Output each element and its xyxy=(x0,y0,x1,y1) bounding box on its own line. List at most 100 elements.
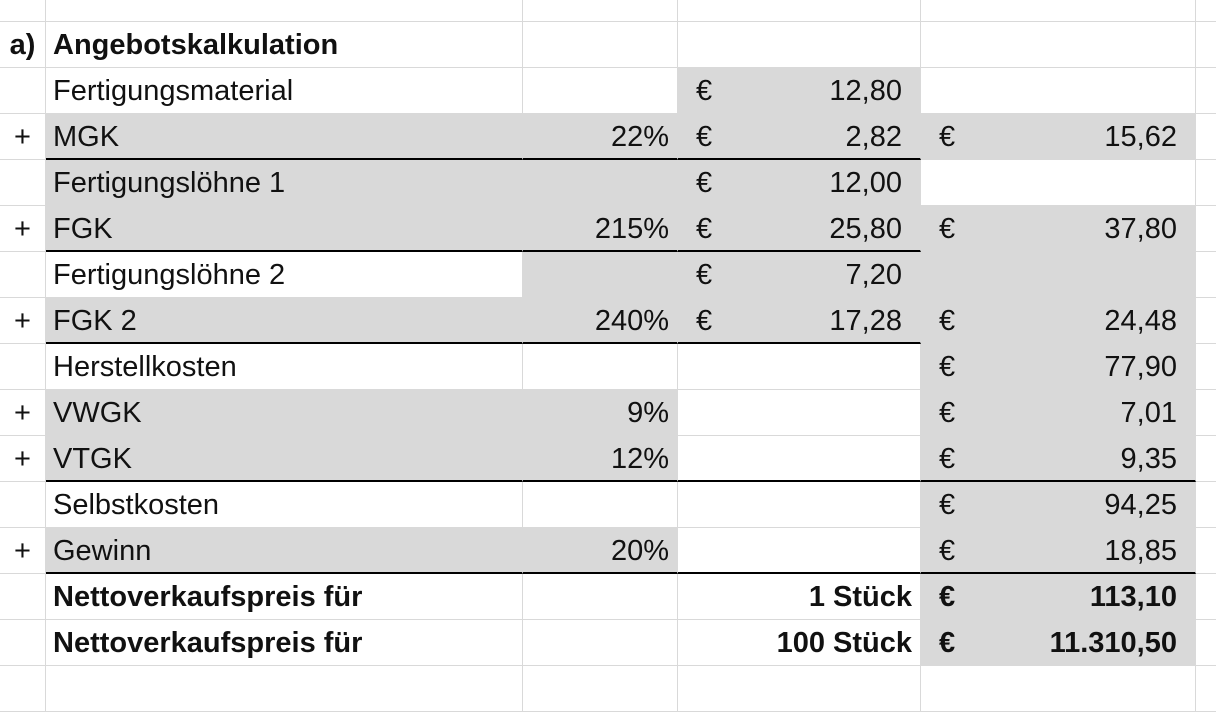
cell[interactable] xyxy=(1196,160,1216,206)
amount-cell[interactable] xyxy=(678,528,921,574)
total-cell[interactable]: € 94,25 xyxy=(921,482,1196,528)
cell[interactable] xyxy=(921,0,1196,22)
total-cell[interactable]: € 113,10 xyxy=(921,574,1196,620)
cell[interactable] xyxy=(1196,298,1216,344)
sign-cell[interactable]: + xyxy=(0,390,46,436)
cell[interactable] xyxy=(523,0,678,22)
amount-cell[interactable]: € 12,80 xyxy=(678,68,921,114)
sign-cell[interactable]: + xyxy=(0,528,46,574)
percent-cell[interactable]: 215% xyxy=(523,206,678,252)
cell[interactable] xyxy=(0,666,46,712)
label-cell[interactable]: VWGK xyxy=(46,390,523,436)
total-cell[interactable]: € 18,85 xyxy=(921,528,1196,574)
cell[interactable] xyxy=(0,0,46,22)
label-cell[interactable]: Fertigungsmaterial xyxy=(46,68,523,114)
total-cell[interactable]: € 11.310,50 xyxy=(921,620,1196,666)
cell[interactable] xyxy=(1196,528,1216,574)
amount-cell[interactable]: € 2,82 xyxy=(678,114,921,160)
amount-cell[interactable] xyxy=(678,344,921,390)
amount-cell[interactable] xyxy=(678,436,921,482)
cell[interactable] xyxy=(46,0,523,22)
label-cell[interactable]: VTGK xyxy=(46,436,523,482)
cell[interactable] xyxy=(1196,344,1216,390)
total-cell[interactable] xyxy=(921,160,1196,206)
label-cell[interactable]: FGK 2 xyxy=(46,298,523,344)
percent-cell[interactable]: 12% xyxy=(523,436,678,482)
percent-cell[interactable] xyxy=(523,252,678,298)
quantity-cell[interactable]: 1 Stück xyxy=(678,574,921,620)
cell[interactable] xyxy=(678,22,921,68)
label-cell[interactable]: Gewinn xyxy=(46,528,523,574)
label-cell[interactable]: Fertigungslöhne 1 xyxy=(46,160,523,206)
percent-cell[interactable] xyxy=(523,482,678,528)
percent-cell[interactable] xyxy=(523,620,678,666)
amount-cell[interactable]: € 12,00 xyxy=(678,160,921,206)
title-prefix[interactable]: a) xyxy=(0,22,46,68)
label-cell[interactable]: MGK xyxy=(46,114,523,160)
label-cell[interactable]: Selbstkosten xyxy=(46,482,523,528)
cell[interactable] xyxy=(1196,0,1216,22)
cell[interactable] xyxy=(523,22,678,68)
sign-cell[interactable]: + xyxy=(0,206,46,252)
amount-cell[interactable]: € 25,80 xyxy=(678,206,921,252)
total-cell[interactable]: € 15,62 xyxy=(921,114,1196,160)
sign-cell[interactable] xyxy=(0,68,46,114)
table-row: Fertigungsmaterial € 12,80 xyxy=(0,68,1216,114)
cell[interactable] xyxy=(1196,574,1216,620)
cell[interactable] xyxy=(1196,390,1216,436)
cell[interactable] xyxy=(1196,22,1216,68)
percent-cell[interactable]: 9% xyxy=(523,390,678,436)
sign-cell[interactable] xyxy=(0,344,46,390)
percent-cell[interactable] xyxy=(523,574,678,620)
total-cell[interactable] xyxy=(921,252,1196,298)
cell[interactable] xyxy=(1196,114,1216,160)
spreadsheet-row-bottom xyxy=(0,666,1216,712)
amount-cell[interactable] xyxy=(678,390,921,436)
total-cell[interactable]: € 7,01 xyxy=(921,390,1196,436)
percent-cell[interactable]: 22% xyxy=(523,114,678,160)
cell[interactable] xyxy=(1196,436,1216,482)
total-cell[interactable]: € 24,48 xyxy=(921,298,1196,344)
label-cell[interactable]: Nettoverkaufspreis für xyxy=(46,574,523,620)
label-cell[interactable]: FGK xyxy=(46,206,523,252)
total-value: 7,01 xyxy=(1120,397,1177,429)
cell[interactable] xyxy=(1196,206,1216,252)
amount-cell[interactable] xyxy=(678,482,921,528)
percent-cell[interactable] xyxy=(523,160,678,206)
sign-cell[interactable] xyxy=(0,620,46,666)
cell[interactable] xyxy=(921,666,1196,712)
cell[interactable] xyxy=(46,666,523,712)
cell[interactable] xyxy=(1196,666,1216,712)
total-cell[interactable]: € 37,80 xyxy=(921,206,1196,252)
cell[interactable] xyxy=(523,666,678,712)
percent-cell[interactable] xyxy=(523,344,678,390)
sign-cell[interactable] xyxy=(0,574,46,620)
cell[interactable] xyxy=(678,0,921,22)
label-cell[interactable]: Nettoverkaufspreis für xyxy=(46,620,523,666)
percent-cell[interactable]: 20% xyxy=(523,528,678,574)
sign-cell[interactable] xyxy=(0,482,46,528)
sign-cell[interactable] xyxy=(0,252,46,298)
sign-cell[interactable]: + xyxy=(0,436,46,482)
percent-cell[interactable] xyxy=(523,68,678,114)
total-cell[interactable] xyxy=(921,68,1196,114)
sign-cell[interactable]: + xyxy=(0,298,46,344)
sheet-title[interactable]: Angebotskalkulation xyxy=(46,22,523,68)
amount-cell[interactable]: € 7,20 xyxy=(678,252,921,298)
percent-cell[interactable]: 240% xyxy=(523,298,678,344)
cell[interactable] xyxy=(678,666,921,712)
amount-cell[interactable]: € 17,28 xyxy=(678,298,921,344)
total-cell[interactable]: € 9,35 xyxy=(921,436,1196,482)
cell[interactable] xyxy=(1196,252,1216,298)
sign-cell[interactable]: + xyxy=(0,114,46,160)
label-cell[interactable]: Herstellkosten xyxy=(46,344,523,390)
cell[interactable] xyxy=(921,22,1196,68)
table-row: + FGK 2 240% € 17,28 € 24,48 xyxy=(0,298,1216,344)
cell[interactable] xyxy=(1196,482,1216,528)
cell[interactable] xyxy=(1196,620,1216,666)
quantity-cell[interactable]: 100 Stück xyxy=(678,620,921,666)
sign-cell[interactable] xyxy=(0,160,46,206)
total-cell[interactable]: € 77,90 xyxy=(921,344,1196,390)
label-cell[interactable]: Fertigungslöhne 2 xyxy=(46,252,523,298)
cell[interactable] xyxy=(1196,68,1216,114)
